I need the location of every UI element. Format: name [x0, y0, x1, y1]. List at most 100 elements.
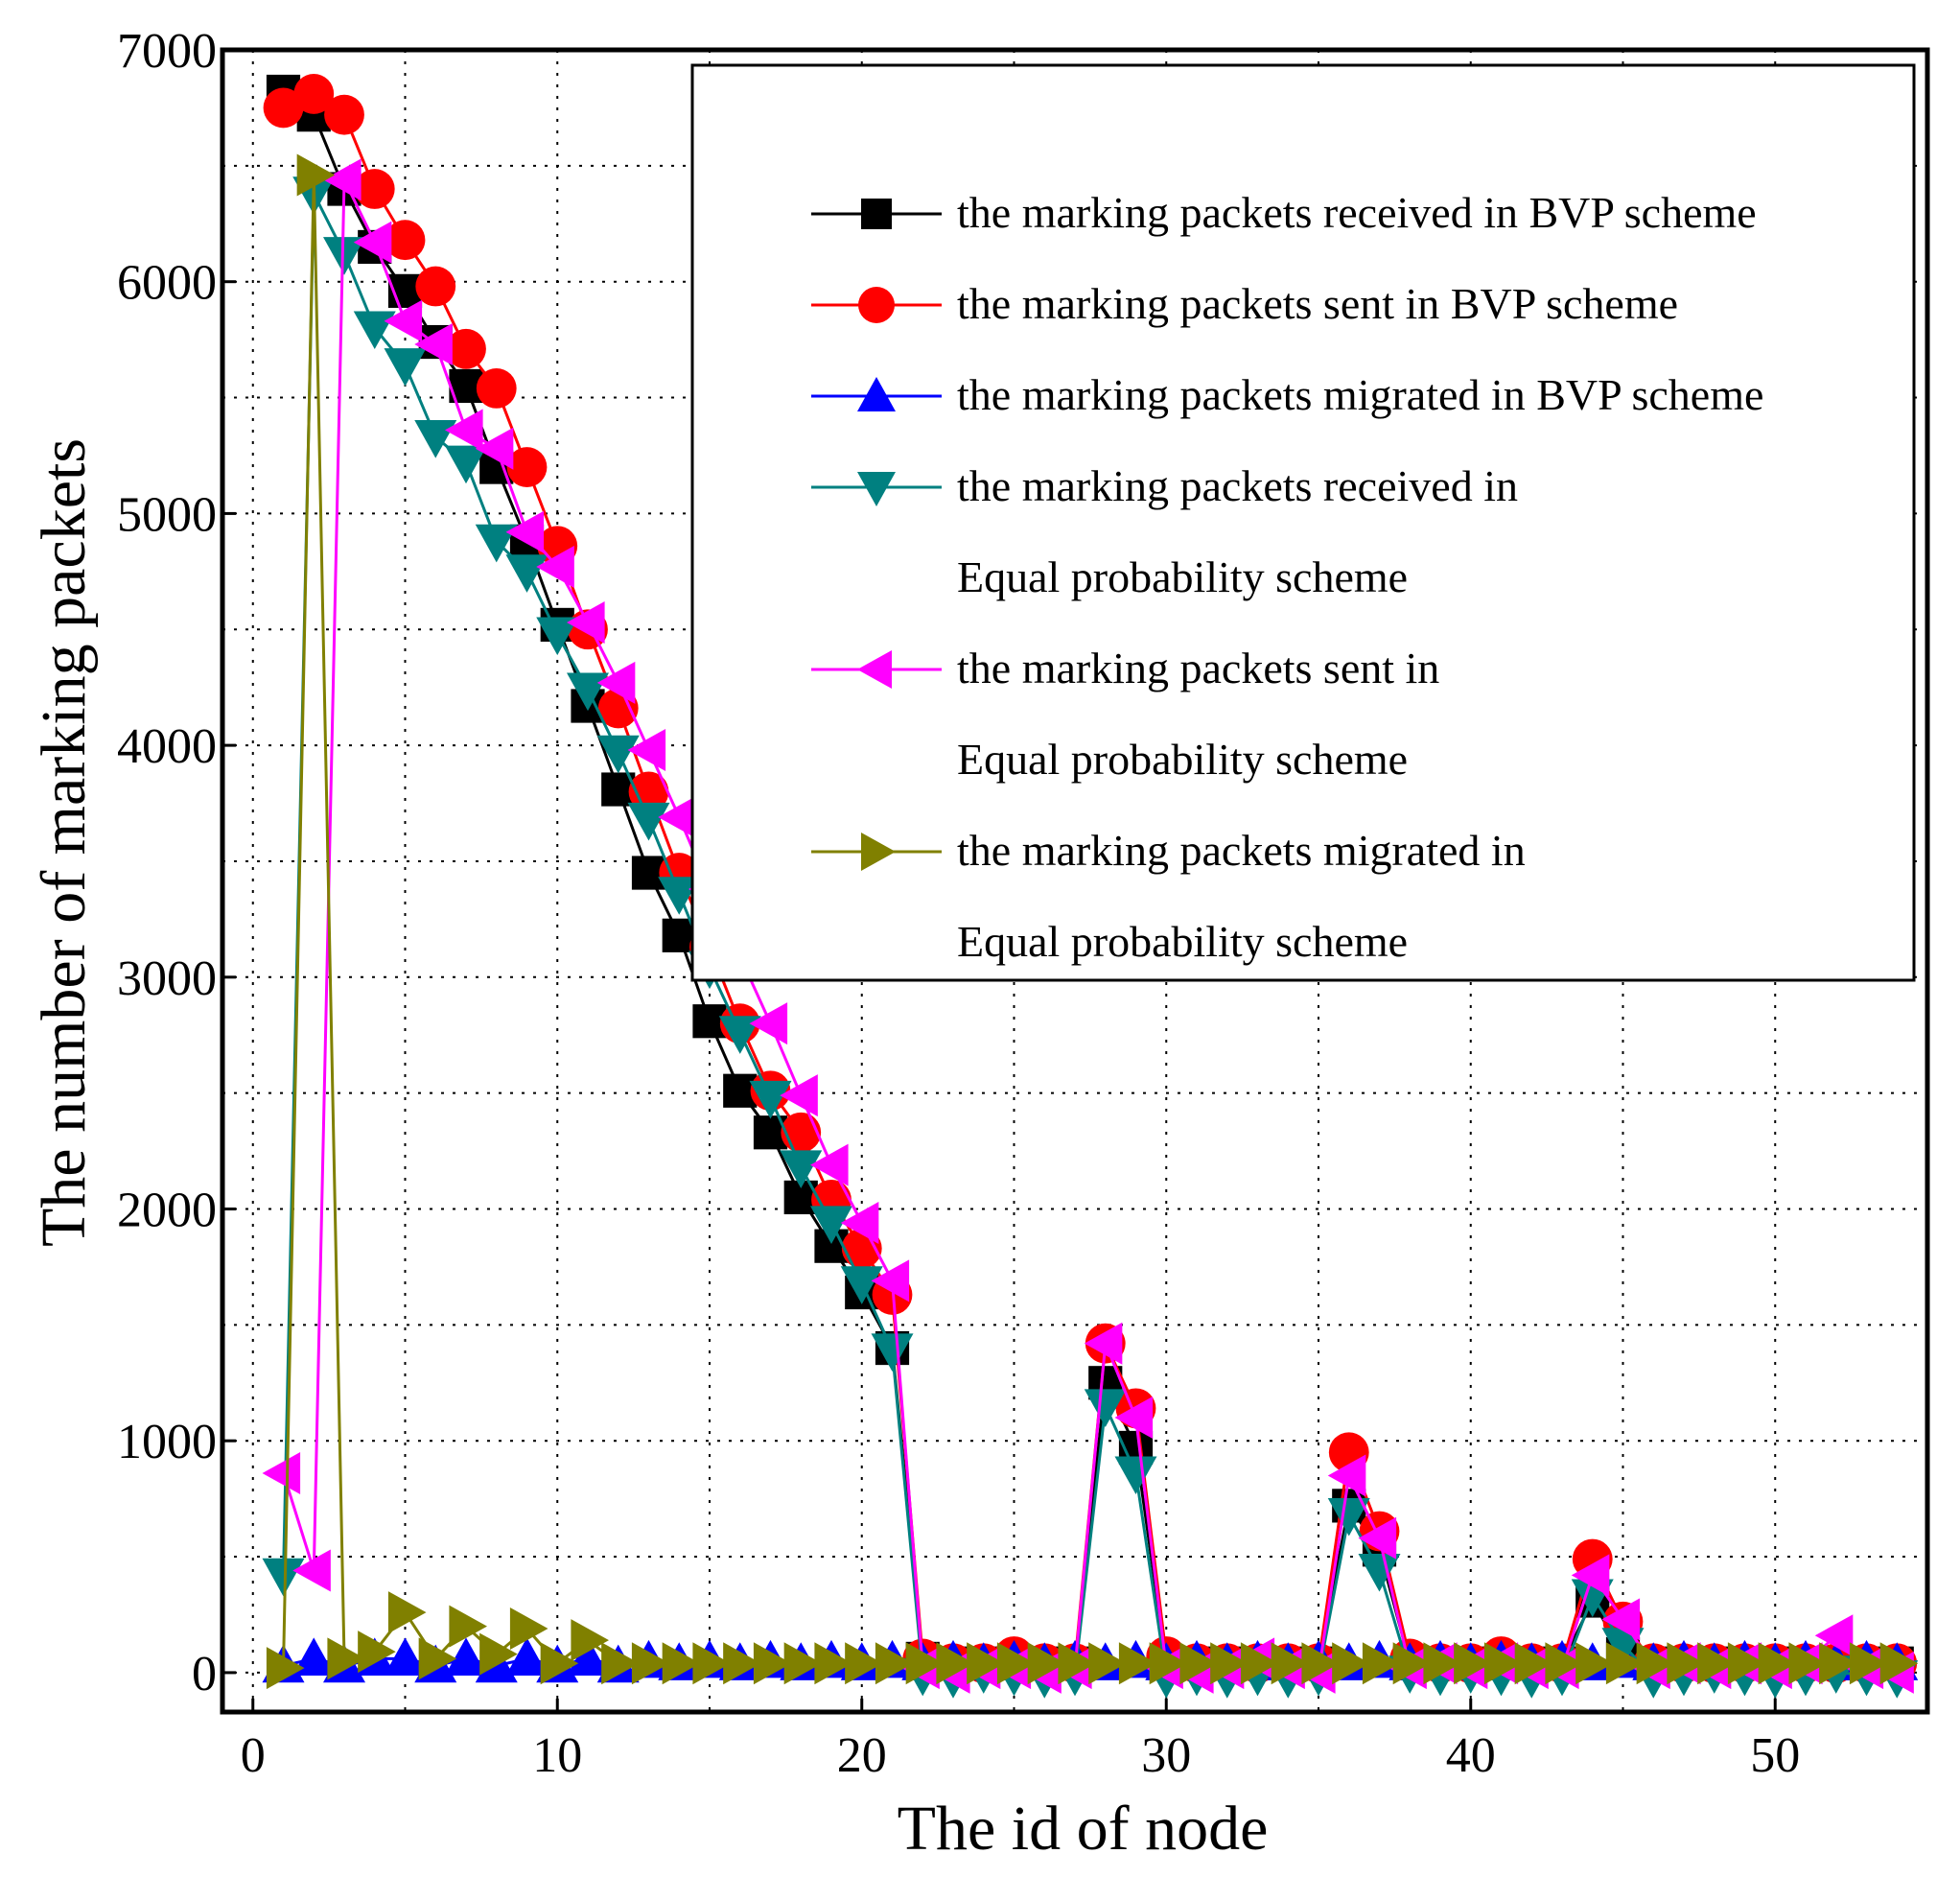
data-point: [1667, 1642, 1705, 1685]
data-point: [540, 1642, 579, 1685]
data-point: [875, 1642, 914, 1685]
data-point: [1814, 1614, 1854, 1657]
plot-area-frame: [220, 47, 1930, 1715]
data-point: [1084, 1389, 1127, 1427]
data-point: [1114, 1456, 1157, 1495]
data-point: [631, 1642, 670, 1685]
data-point: [567, 601, 605, 645]
data-point: [1571, 1554, 1610, 1597]
legend-label-6: Equal probability scheme: [957, 917, 1408, 966]
legend-marker-5: [857, 650, 892, 689]
data-point: [749, 1002, 788, 1045]
legend-label-4: Equal probability scheme: [957, 552, 1408, 601]
legend-label-1: the marking packets received in BVP sche…: [957, 188, 1757, 237]
data-point: [810, 1206, 852, 1245]
data-point: [718, 1016, 761, 1054]
data-point: [509, 1607, 548, 1650]
legend-marker-3: [857, 377, 896, 411]
data-point: [967, 1642, 1005, 1685]
data-point: [384, 348, 427, 387]
data-point: [262, 1558, 305, 1597]
legend-marker-4: [857, 472, 896, 506]
data-point: [296, 153, 336, 197]
axis-ticks: 0 10 20 30 40 50 0 1000 2000 3000 4000 5000 6000 7000: [117, 24, 1800, 1783]
legend-label-3: the marking packets migrated in BVP sche…: [957, 370, 1763, 419]
data-point: [596, 661, 636, 704]
data-point: [840, 1202, 879, 1245]
legend-label-6: the marking packets migrated in: [957, 826, 1526, 875]
data-point: [1118, 1642, 1157, 1685]
data-point: [446, 328, 486, 369]
data-point: [1088, 1642, 1127, 1685]
data-point: [449, 1605, 487, 1648]
data-point: [418, 1637, 457, 1680]
data-point: [1392, 1642, 1432, 1685]
data-point: [1084, 1322, 1123, 1365]
data-point: [662, 1642, 701, 1685]
data-point: [262, 1452, 301, 1495]
data-point: [414, 322, 453, 365]
data-point: [354, 169, 395, 209]
data-point: [445, 1637, 487, 1677]
data-point: [783, 1642, 823, 1685]
data-point: [871, 1259, 910, 1302]
data-point: [1758, 1642, 1797, 1685]
data-point: [845, 1642, 883, 1685]
data-point: [1358, 1553, 1401, 1592]
data-point: [1514, 1642, 1553, 1685]
data-point: [324, 94, 364, 135]
data-point: [323, 237, 365, 275]
series-6: [266, 153, 1919, 1690]
legend-label-5: Equal probability scheme: [957, 735, 1408, 784]
data-point: [1727, 1642, 1766, 1685]
x-tick-label: 10: [532, 1728, 582, 1783]
data-point: [1697, 1642, 1736, 1685]
x-tick-label: 20: [837, 1728, 887, 1783]
data-point: [292, 1549, 331, 1592]
data-point: [810, 1143, 849, 1186]
x-tick-label: 30: [1141, 1728, 1191, 1783]
data-point: [840, 1266, 883, 1304]
y-tick-label: 0: [192, 1647, 217, 1701]
data-point: [384, 299, 423, 342]
legend-marker-6: [861, 833, 896, 871]
data-point: [1605, 1642, 1645, 1685]
data-point: [506, 447, 548, 487]
data-point: [628, 771, 669, 812]
data-point: [627, 802, 670, 841]
data-point: [905, 1642, 945, 1685]
y-tick-label: 2000: [117, 1184, 217, 1238]
legend-marker-1: [861, 199, 892, 229]
data-point: [1149, 1642, 1188, 1685]
data-point: [505, 554, 548, 593]
data-point: [780, 1150, 823, 1189]
data-point: [627, 728, 666, 771]
data-point: [505, 510, 545, 553]
data-point: [263, 87, 304, 129]
y-tick-label: 1000: [117, 1415, 217, 1469]
data-point: [1849, 1642, 1888, 1685]
data-point: [353, 221, 392, 264]
data-point: [1301, 1642, 1340, 1685]
data-point: [292, 1637, 336, 1677]
data-point: [1327, 1454, 1366, 1497]
data-point: [1454, 1642, 1492, 1685]
data-point: [753, 1642, 792, 1685]
data-point: [1114, 1396, 1154, 1440]
data-point: [1179, 1642, 1218, 1685]
data-point: [475, 524, 518, 563]
y-tick-label: 4000: [117, 719, 217, 774]
data-point: [871, 1333, 914, 1372]
x-axis-title: The id of node: [898, 1794, 1269, 1864]
data-point: [1483, 1642, 1523, 1685]
data-point: [692, 1642, 731, 1685]
data-point: [1327, 1497, 1370, 1537]
data-point: [780, 1074, 818, 1117]
y-axis-title: The number of marking packets: [29, 438, 99, 1247]
legend-label-2: the marking packets sent in BVP scheme: [957, 279, 1678, 328]
data-point: [1423, 1642, 1461, 1685]
data-point: [1210, 1642, 1248, 1685]
data-point: [1819, 1642, 1857, 1685]
data-point: [1332, 1642, 1370, 1685]
